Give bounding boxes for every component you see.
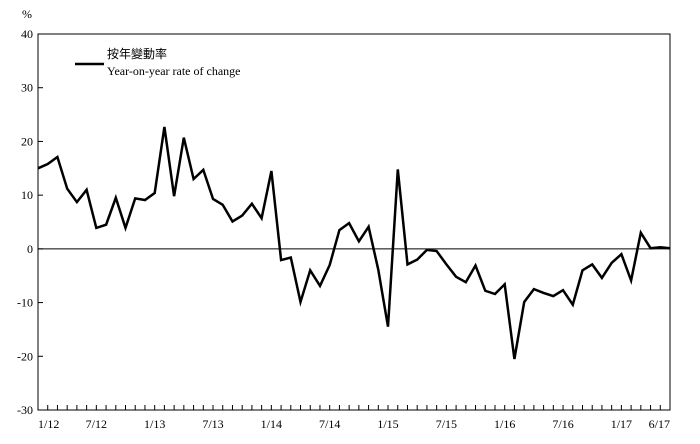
x-tick-label: 1/16 xyxy=(494,417,515,431)
y-axis-unit-label: % xyxy=(22,7,32,21)
y-axis: -30 -20 -10 0 10 20 30 40 xyxy=(17,27,43,417)
x-tick-label: 7/15 xyxy=(436,417,457,431)
x-tick-label: 1/13 xyxy=(144,417,165,431)
legend-label-english: Year-on-year rate of change xyxy=(107,64,240,78)
y-tick-label: 10 xyxy=(21,188,33,202)
y-tick-label: 0 xyxy=(27,242,33,256)
y-tick-label: -10 xyxy=(17,296,33,310)
x-tick-label: 6/17 xyxy=(649,417,670,431)
x-tick-label: 1/12 xyxy=(38,417,59,431)
y-tick-label: -30 xyxy=(17,403,33,417)
x-tick-label: 7/13 xyxy=(202,417,223,431)
x-axis: 1/12 7/12 1/13 7/13 1/14 7/14 1/15 7/15 1/16 7/16… xyxy=(37,405,671,431)
series-layer xyxy=(37,126,671,360)
y-tick-label: 40 xyxy=(21,27,33,41)
legend: 按年變動率 Year-on-year rate of change xyxy=(75,46,240,78)
x-tick-label: 7/16 xyxy=(552,417,573,431)
x-tick-label: 1/17 xyxy=(611,417,632,431)
y-tick-label: 20 xyxy=(21,134,33,148)
y-tick-label: -20 xyxy=(17,349,33,363)
y-tick-label: 30 xyxy=(21,81,33,95)
x-tick-label: 7/12 xyxy=(86,417,107,431)
x-tick-label: 1/14 xyxy=(261,417,282,431)
legend-label-chinese: 按年變動率 xyxy=(107,46,167,61)
series-line-year-on-year xyxy=(37,126,671,360)
plot-frame xyxy=(37,33,671,411)
x-tick-label: 1/15 xyxy=(377,417,398,431)
x-tick-label: 7/14 xyxy=(319,417,340,431)
